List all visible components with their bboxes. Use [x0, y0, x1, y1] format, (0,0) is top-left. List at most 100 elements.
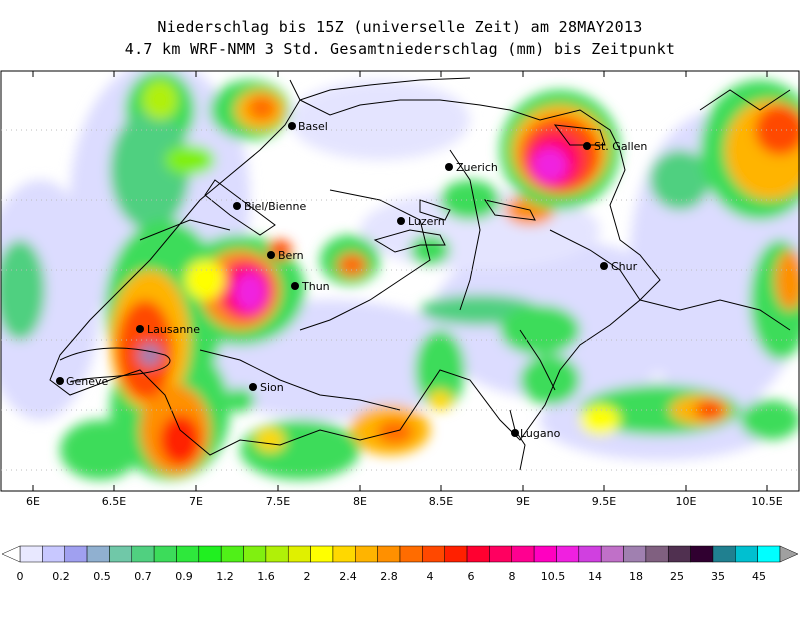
city-label: Biel/Bienne — [244, 200, 306, 213]
city-basel: Basel — [288, 120, 328, 133]
legend-swatch — [19, 545, 43, 563]
city-zuerich: Zuerich — [445, 161, 498, 174]
legend-swatch — [310, 545, 334, 563]
city-dot — [249, 383, 257, 391]
legend-swatch — [533, 545, 557, 563]
legend-swatch — [287, 545, 311, 563]
city-dot — [511, 429, 519, 437]
borders-and-lakes — [49, 77, 791, 471]
legend-swatch — [578, 545, 602, 563]
legend-label: 0.2 — [52, 570, 70, 583]
map-title-line1: Niederschlag bis 15Z (universelle Zeit) … — [157, 18, 643, 36]
legend-label: 6 — [467, 570, 475, 583]
city-dot — [56, 377, 64, 385]
legend-swatch — [489, 545, 513, 563]
city-geneve: Geneve — [56, 375, 109, 388]
legend-swatch — [131, 545, 155, 563]
city-bern: Bern — [267, 249, 304, 262]
legend-swatch — [265, 545, 289, 563]
legend-label: 18 — [629, 570, 643, 583]
city-label: Bern — [278, 249, 304, 262]
legend-label: 25 — [670, 570, 684, 583]
legend-label: 1.6 — [257, 570, 275, 583]
legend-swatch — [600, 545, 624, 563]
legend-swatch — [399, 545, 423, 563]
legend-swatch — [153, 545, 177, 563]
legend-swatch — [444, 545, 468, 563]
city-dot — [288, 122, 296, 130]
legend-swatch — [667, 545, 691, 563]
legend-label: 4 — [426, 570, 434, 583]
city-label: Lugano — [520, 427, 561, 440]
legend-swatch — [332, 545, 356, 563]
legend-swatch — [511, 545, 535, 563]
legend-swatch — [243, 545, 267, 563]
city-chur: Chur — [600, 260, 638, 273]
x-tick-label: 8E — [353, 495, 367, 508]
city-label: Luzern — [408, 215, 445, 228]
legend-label: 8 — [508, 570, 516, 583]
x-tick-label: 8.5E — [428, 495, 454, 508]
city-label: Geneve — [66, 375, 109, 388]
legend-label: 1.2 — [216, 570, 234, 583]
legend-left-arrow — [1, 545, 21, 563]
legend-label: 0.7 — [134, 570, 152, 583]
city-lausanne: Lausanne — [136, 323, 200, 336]
x-tick-label: 9.5E — [591, 495, 617, 508]
city-dot — [267, 251, 275, 259]
x-axis-tickmarks — [1, 71, 799, 491]
legend-swatch — [64, 545, 88, 563]
legend-swatch — [176, 545, 200, 563]
legend-label: 2 — [303, 570, 311, 583]
legend-swatch — [355, 545, 378, 563]
city-label: St. Gallen — [594, 140, 647, 153]
legend-swatch — [109, 545, 133, 563]
legend-label: 0 — [16, 570, 24, 583]
legend-swatch — [86, 545, 110, 563]
legend-label: 45 — [752, 570, 766, 583]
legend-label: 0.5 — [93, 570, 111, 583]
city-dot — [136, 325, 144, 333]
city-luzern: Luzern — [397, 215, 445, 228]
legend-swatch — [198, 545, 222, 563]
legend-swatch — [220, 545, 244, 563]
legend-swatch — [377, 545, 401, 563]
legend-swatch — [735, 545, 758, 563]
city-sion: Sion — [249, 381, 284, 394]
legend-swatch — [422, 545, 445, 563]
city-label: Chur — [611, 260, 638, 273]
x-tick-label: 9E — [516, 495, 530, 508]
x-tick-label: 10E — [675, 495, 697, 508]
legend-label: 10.5 — [540, 570, 566, 583]
city-markers: Basel Zuerich St. Gallen Biel/Bienne Luz… — [56, 120, 647, 440]
legend-swatch — [757, 545, 781, 563]
legend-swatch — [712, 545, 736, 563]
legend-right-arrow — [779, 545, 799, 563]
city-dot — [600, 262, 608, 270]
legend-label: 35 — [711, 570, 725, 583]
city-label: Zuerich — [456, 161, 498, 174]
legend-label: 2.4 — [339, 570, 357, 583]
city-st-gallen: St. Gallen — [583, 140, 647, 153]
map-frame — [0, 70, 800, 492]
legend-swatch — [645, 545, 669, 563]
legend-swatch — [690, 545, 714, 563]
x-tick-label: 7E — [189, 495, 203, 508]
city-thun: Thun — [291, 280, 330, 293]
city-label: Thun — [301, 280, 330, 293]
city-dot — [233, 202, 241, 210]
legend-swatch — [42, 545, 65, 563]
city-label: Basel — [298, 120, 328, 133]
city-label: Sion — [260, 381, 284, 394]
legend-swatch — [466, 545, 490, 563]
legend-label: 2.8 — [380, 570, 398, 583]
city-lugano: Lugano — [511, 427, 561, 440]
precipitation-color-legend — [1, 545, 799, 563]
legend-swatch — [623, 545, 647, 563]
precipitation-field — [1, 71, 800, 480]
city-label: Lausanne — [147, 323, 200, 336]
city-dot — [583, 142, 591, 150]
x-tick-label: 7.5E — [265, 495, 291, 508]
city-dot — [397, 217, 405, 225]
